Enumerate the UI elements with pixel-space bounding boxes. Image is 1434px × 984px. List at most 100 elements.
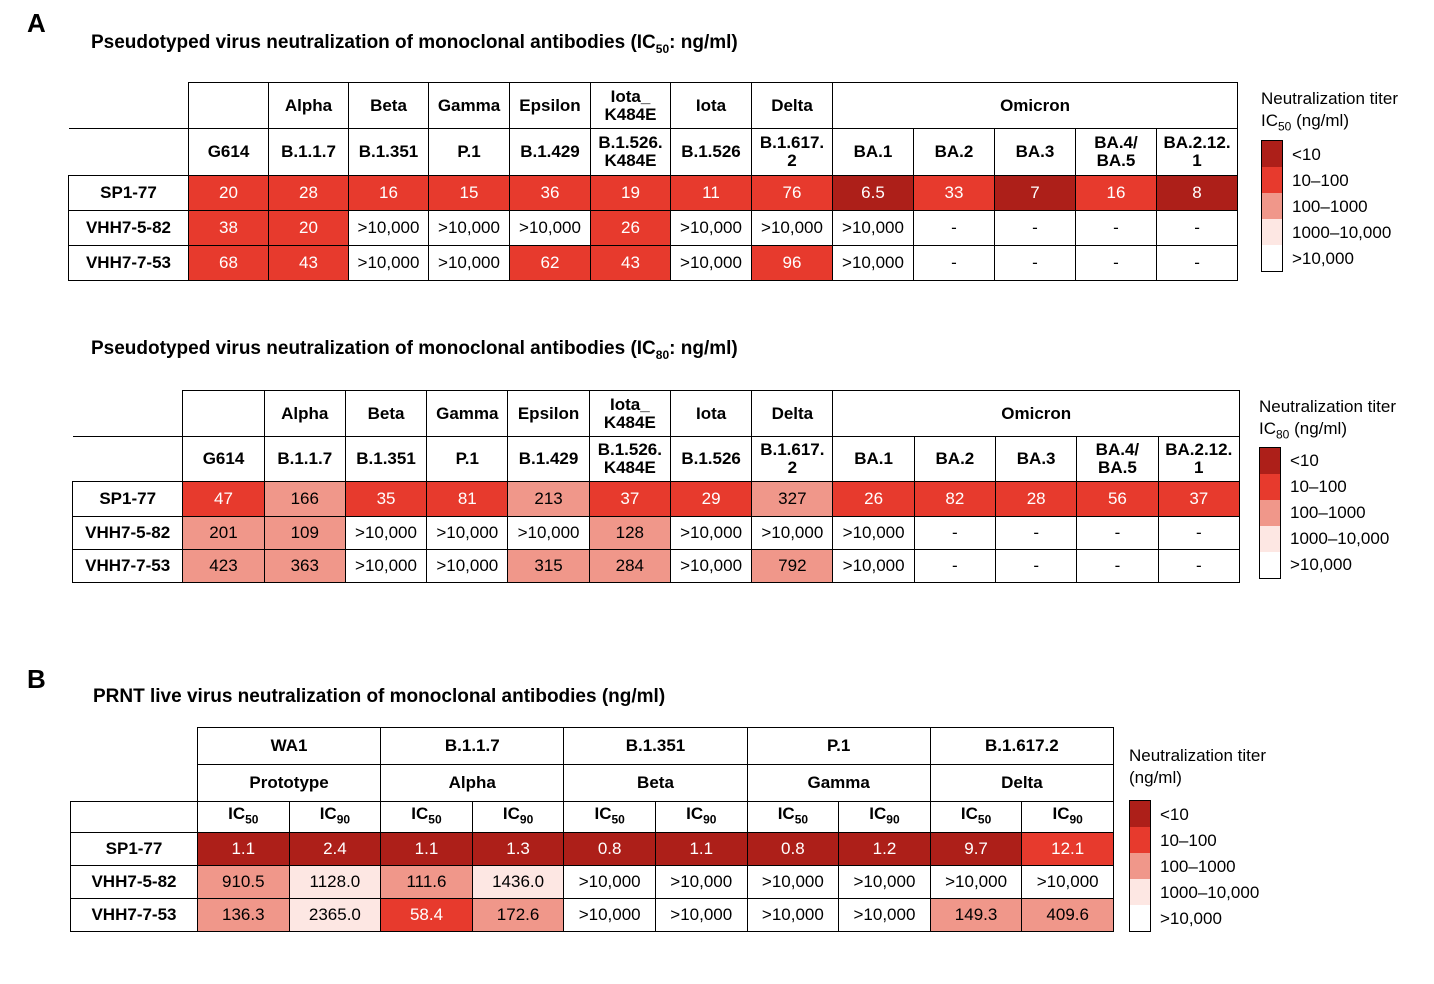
titer-cell: >10,000	[669, 549, 753, 583]
table-corner	[70, 801, 198, 833]
titer-cell: 38	[188, 210, 269, 246]
titer-cell: 11	[670, 175, 752, 211]
lineage-header-row: G614 B.1.1.7 B.1.351 P.1 B.1.429 B.1.526. K484…	[72, 436, 1241, 482]
legend-color-bar	[1261, 140, 1283, 272]
titer-cell: 363	[263, 549, 346, 583]
titer-cell: 149.3	[929, 898, 1023, 932]
titer-cell: >10,000	[832, 549, 915, 583]
titer-cell: 1.2	[838, 832, 931, 866]
titer-cell: >10,000	[751, 210, 833, 246]
lineage-header: BA.1	[832, 436, 915, 482]
legend-swatch	[1260, 474, 1280, 500]
titer-cell: >10,000	[746, 898, 840, 932]
titer-cell: 43	[268, 245, 349, 281]
titer-cell: 109	[263, 516, 346, 550]
titer-cell: >10,000	[509, 210, 591, 246]
legend-bin-label: 1000–10,000	[1160, 883, 1260, 902]
titer-cell: 96	[751, 245, 833, 281]
titer-cell: -	[994, 245, 1076, 281]
lineage-header: B.1.526. K484E	[588, 436, 671, 482]
titer-cell: -	[1076, 516, 1159, 550]
antibody-label: VHH7-7-53	[70, 898, 198, 932]
titer-cell: 76	[751, 175, 833, 211]
titer-cell: -	[994, 210, 1076, 246]
titer-cell: -	[913, 245, 995, 281]
titer-cell: -	[1075, 210, 1157, 246]
legend-swatch	[1262, 245, 1282, 271]
titer-cell: 284	[588, 549, 671, 583]
table-corner	[68, 82, 189, 129]
titer-cell: 12.1	[1021, 832, 1114, 866]
variant-header: Gamma	[746, 764, 931, 802]
titer-cell: 56	[1076, 481, 1159, 517]
metric-header-row: IC50 IC90 IC50 IC90 IC50 IC90 IC50 IC90 IC50 IC90	[70, 801, 1114, 833]
titer-cell: >10,000	[838, 898, 931, 932]
titer-cell: >10,000	[838, 865, 931, 899]
variant-header: Iota_ K484E	[588, 390, 671, 437]
lineage-header: B.1.351	[344, 436, 428, 482]
table-row: VHH7-7-53 136.3 2365.0 58.4 172.6 >10,000 >10,…	[70, 898, 1114, 932]
variant-header: Omicron	[832, 390, 1240, 437]
titer-cell: 20	[188, 175, 269, 211]
panel-letter-b: B	[27, 664, 46, 694]
legend-swatch	[1130, 905, 1150, 931]
titer-cell: -	[913, 549, 997, 583]
titer-cell: 47	[182, 481, 265, 517]
titer-cell: 409.6	[1021, 898, 1114, 932]
legend-bin-label: 100–1000	[1292, 197, 1368, 216]
legend-swatch	[1262, 167, 1282, 193]
legend-swatch	[1262, 141, 1282, 167]
lineage-header: G614	[188, 128, 269, 176]
metric-header: IC50	[563, 801, 656, 833]
table-row: VHH7-5-82 910.5 1128.0 111.6 1436.0 >10,000 >1…	[70, 865, 1114, 899]
table-row: VHH7-7-53 423 363 >10,000 >10,000 315 284 >10,0…	[71, 549, 1241, 583]
metric-header: IC50	[197, 801, 290, 833]
variant-header	[182, 390, 265, 437]
legend-bin-label: 1000–10,000	[1292, 223, 1392, 242]
antibody-label: VHH7-5-82	[71, 516, 184, 550]
lineage-header-row: WA1 B.1.1.7 B.1.351 P.1 B.1.617.2	[70, 727, 1114, 802]
titer-cell: 36	[509, 175, 591, 211]
legend-swatch	[1130, 801, 1150, 827]
titer-cell: 81	[426, 481, 509, 517]
table-corner	[72, 436, 184, 482]
titer-cell: 26	[832, 481, 915, 517]
variant-header: Alpha	[380, 764, 565, 802]
titer-cell: >10,000	[426, 549, 509, 583]
variant-header: Delta	[751, 82, 833, 129]
lineage-header: BA.4/BA.5	[1075, 128, 1157, 176]
titer-cell: >10,000	[426, 516, 509, 550]
titer-cell: 19	[590, 175, 671, 211]
titer-cell: >10,000	[746, 865, 840, 899]
titer-cell: 33	[913, 175, 995, 211]
titer-cell: 28	[268, 175, 349, 211]
legend-bin-label: 10–100	[1290, 477, 1347, 496]
titer-cell: >10,000	[348, 210, 429, 246]
antibody-label: SP1-77	[68, 175, 189, 211]
lineage-header: B.1.351	[563, 727, 748, 765]
legend-title: Neutralization titer IC50 (ng/ml)	[1261, 89, 1399, 134]
variant-header-row: Alpha Beta Gamma Epsilon Iota_ K484E Iota Delta…	[72, 390, 1240, 437]
variant-header: Beta	[344, 390, 428, 437]
metric-header: IC90	[838, 801, 931, 833]
legend-swatch	[1262, 193, 1282, 219]
legend-swatch	[1130, 827, 1150, 853]
titer-cell: 423	[182, 549, 265, 583]
titer-cell: 2365.0	[288, 898, 382, 932]
titer-cell: >10,000	[348, 245, 429, 281]
titer-cell: >10,000	[428, 210, 510, 246]
lineage-header: B.1.429	[509, 128, 591, 176]
titer-cell: >10,000	[344, 516, 428, 550]
legend-bin-label: 100–1000	[1290, 503, 1366, 522]
titer-cell: 28	[995, 481, 1078, 517]
panel-letter-a: A	[27, 8, 46, 38]
variant-header: Epsilon	[509, 82, 591, 129]
lineage-header: B.1.526	[669, 436, 753, 482]
titer-cell: -	[995, 516, 1078, 550]
titer-cell: 20	[268, 210, 349, 246]
legend-bin-label: >10,000	[1292, 249, 1354, 268]
legend-color-bar	[1259, 447, 1281, 579]
lineage-header: B.1.351	[348, 128, 429, 176]
titer-cell: 792	[751, 549, 834, 583]
legend-swatch	[1262, 219, 1282, 245]
